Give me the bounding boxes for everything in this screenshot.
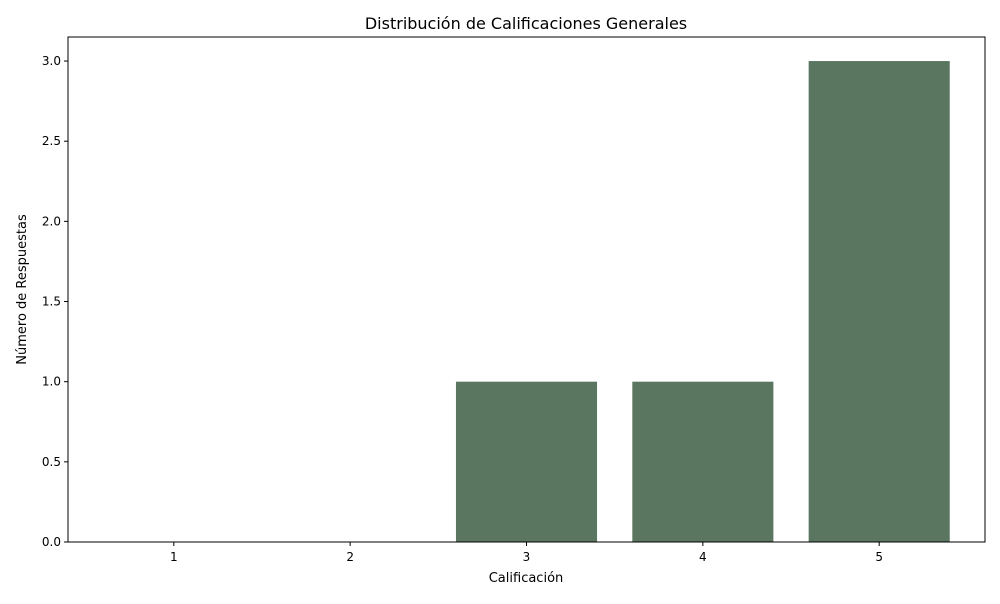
y-tick-label: 1.5 (42, 295, 61, 309)
x-tick-label: 5 (875, 550, 883, 564)
y-axis-label: Número de Respuestas (15, 214, 30, 365)
chart-title: Distribución de Calificaciones Generales (365, 14, 687, 33)
bar-5 (808, 61, 950, 543)
bar-4 (632, 381, 774, 542)
y-tick-label: 2.5 (42, 134, 61, 148)
y-tick-label: 0.0 (42, 535, 61, 549)
bar-3 (455, 381, 598, 542)
x-tick-label: 1 (170, 550, 178, 564)
plot-frame (67, 36, 986, 543)
x-tick-label: 3 (523, 550, 531, 564)
y-tick-label: 2.0 (42, 214, 61, 228)
ticks-layer: 1 2 3 4 5 0.0 0.5 1.0 1.5 2.0 2.5 3.0 (42, 54, 883, 564)
y-tick-label: 0.5 (42, 455, 61, 469)
x-tick-label: 2 (346, 550, 354, 564)
bars-layer (455, 61, 950, 543)
x-axis-label: Calificación (489, 571, 564, 586)
x-tick-label: 4 (699, 550, 707, 564)
y-tick-label: 3.0 (42, 54, 61, 68)
y-tick-label: 1.0 (42, 375, 61, 389)
